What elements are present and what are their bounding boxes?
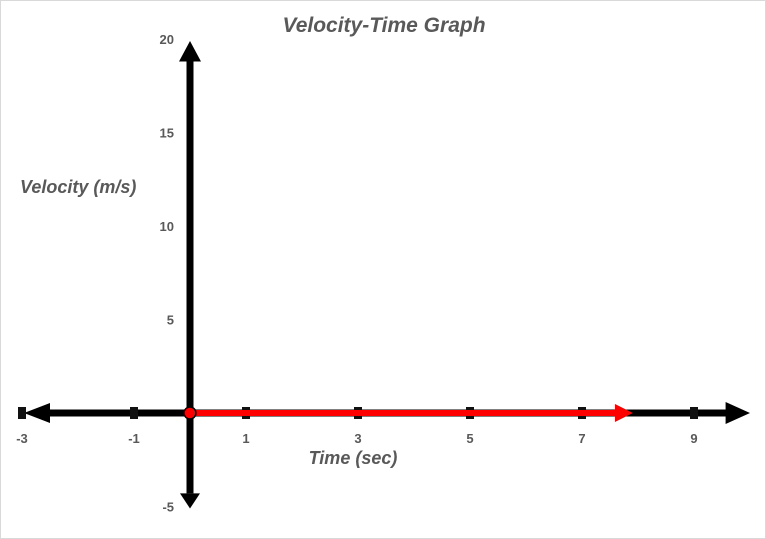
y-axis-top-arrow — [179, 41, 201, 62]
chart-title: Velocity-Time Graph — [282, 14, 485, 37]
x-tick-label: 5 — [466, 431, 473, 446]
y-tick-label: 10 — [160, 219, 174, 234]
y-tick-label: 15 — [160, 126, 174, 141]
x-axis-label: Time (sec) — [309, 448, 398, 468]
y-axis-label: Velocity (m/s) — [20, 177, 136, 197]
y-tick-label: 20 — [160, 32, 174, 47]
x-tick-marker — [130, 407, 138, 419]
y-tick-label: -5 — [162, 500, 174, 515]
x-tick-marker — [18, 407, 26, 419]
y-tick-label: 5 — [167, 313, 174, 328]
x-tick-label: 3 — [354, 431, 361, 446]
x-axis-right-arrow — [725, 402, 750, 424]
series-arrow-head — [615, 404, 633, 422]
x-tick-label: 1 — [242, 431, 249, 446]
x-tick-marker — [690, 407, 698, 419]
x-axis-left-arrow — [24, 403, 50, 423]
y-axis-bottom-arrow — [180, 493, 200, 509]
x-tick-label: 7 — [578, 431, 585, 446]
x-tick-label: 9 — [690, 431, 697, 446]
x-tick-label: -1 — [128, 431, 140, 446]
series-start-point — [183, 406, 197, 420]
x-tick-label: -3 — [16, 431, 28, 446]
